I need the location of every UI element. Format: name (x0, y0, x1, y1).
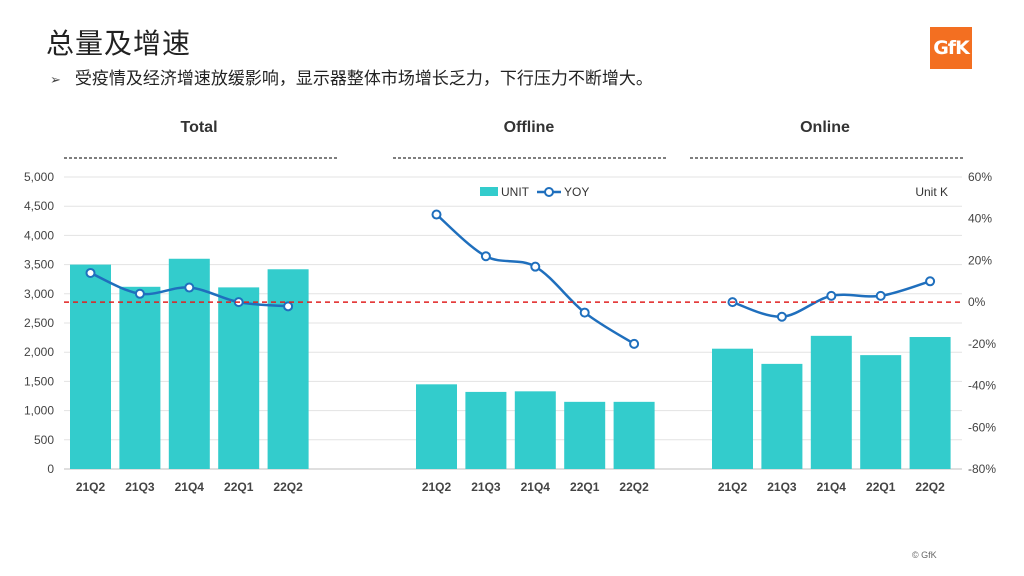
y-right-tick-label: -40% (968, 379, 996, 393)
unit-bar (465, 391, 507, 469)
legend-unit-label: UNIT (501, 185, 530, 199)
unit-bar (810, 335, 852, 469)
unit-note: Unit K (915, 185, 948, 199)
segment-title-online: Online (800, 119, 850, 136)
yoy-point (283, 301, 294, 312)
unit-bar (70, 264, 111, 469)
y-left-tick-label: 0 (47, 462, 54, 476)
page-title: 总量及增速 (46, 28, 192, 59)
legend-unit-swatch (480, 187, 498, 196)
y-right-tick-label: -80% (968, 462, 996, 476)
yoy-point (826, 290, 837, 301)
y-left-tick-label: 3,500 (24, 258, 54, 272)
yoy-point (431, 209, 442, 220)
segment-title-total: Total (180, 119, 217, 136)
category-label: 22Q1 (866, 480, 896, 494)
copyright-text: © GfK (912, 550, 937, 560)
y-left-tick-label: 4,500 (24, 199, 54, 213)
unit-bar (514, 391, 556, 469)
yoy-point (184, 282, 195, 293)
unit-bar (712, 348, 753, 469)
yoy-point (480, 251, 491, 262)
legend-yoy-marker (544, 187, 554, 197)
category-label: 21Q2 (76, 480, 106, 494)
unit-bar (119, 286, 161, 469)
yoy-point (925, 276, 936, 287)
yoy-point (530, 261, 541, 272)
yoy-point (579, 307, 590, 318)
category-label: 21Q4 (817, 480, 847, 494)
legend-yoy-label: YOY (564, 185, 589, 199)
category-label: 21Q2 (422, 480, 452, 494)
y-left-tick-label: 1,500 (24, 374, 54, 388)
y-right-tick-label: 20% (968, 253, 992, 267)
unit-bar (761, 363, 803, 469)
yoy-point (629, 338, 640, 349)
y-left-tick-label: 3,000 (24, 287, 54, 301)
unit-bar (416, 384, 457, 469)
y-left-tick-label: 500 (34, 433, 54, 447)
category-label: 21Q3 (471, 480, 501, 494)
category-label: 22Q2 (273, 480, 303, 494)
y-left-tick-label: 4,000 (24, 228, 54, 242)
segment-title-offline: Offline (504, 119, 555, 136)
yoy-line (435, 213, 635, 345)
y-left-tick-label: 2,000 (24, 345, 54, 359)
y-right-tick-label: -60% (968, 420, 996, 434)
yoy-point (134, 288, 145, 299)
y-left-tick-label: 1,000 (24, 404, 54, 418)
y-left-tick-label: 5,000 (24, 170, 54, 184)
y-right-tick-label: -20% (968, 337, 996, 351)
y-left-tick-label: 2,500 (24, 316, 54, 330)
yoy-point (776, 311, 787, 322)
category-label: 22Q2 (915, 480, 945, 494)
category-label: 22Q2 (619, 480, 649, 494)
category-label: 22Q1 (570, 480, 600, 494)
y-right-tick-label: 60% (968, 170, 992, 184)
y-right-tick-label: 40% (968, 212, 992, 226)
category-label: 21Q3 (125, 480, 155, 494)
category-label: 21Q3 (767, 480, 797, 494)
subtitle-text: 受疫情及经济增速放缓影响，显示器整体市场增长乏力，下行压力不断增大。 (74, 69, 653, 88)
page-subtitle: ➢ 受疫情及经济增速放缓影响，显示器整体市场增长乏力，下行压力不断增大。 (50, 64, 653, 89)
yoy-point (85, 267, 96, 278)
category-label: 21Q2 (718, 480, 748, 494)
unit-bar (218, 287, 260, 469)
unit-bar (909, 337, 951, 469)
unit-bar (564, 401, 606, 469)
category-label: 21Q4 (175, 480, 205, 494)
yoy-point (875, 290, 886, 301)
gfk-logo: GfK (930, 27, 972, 69)
y-right-tick-label: 0% (968, 295, 986, 309)
unit-bar (613, 401, 655, 469)
bullet-arrow-icon: ➢ (50, 72, 61, 87)
category-label: 22Q1 (224, 480, 254, 494)
unit-bar (267, 269, 309, 469)
unit-bar (860, 355, 902, 469)
unit-bar (168, 258, 210, 469)
category-label: 21Q4 (521, 480, 551, 494)
